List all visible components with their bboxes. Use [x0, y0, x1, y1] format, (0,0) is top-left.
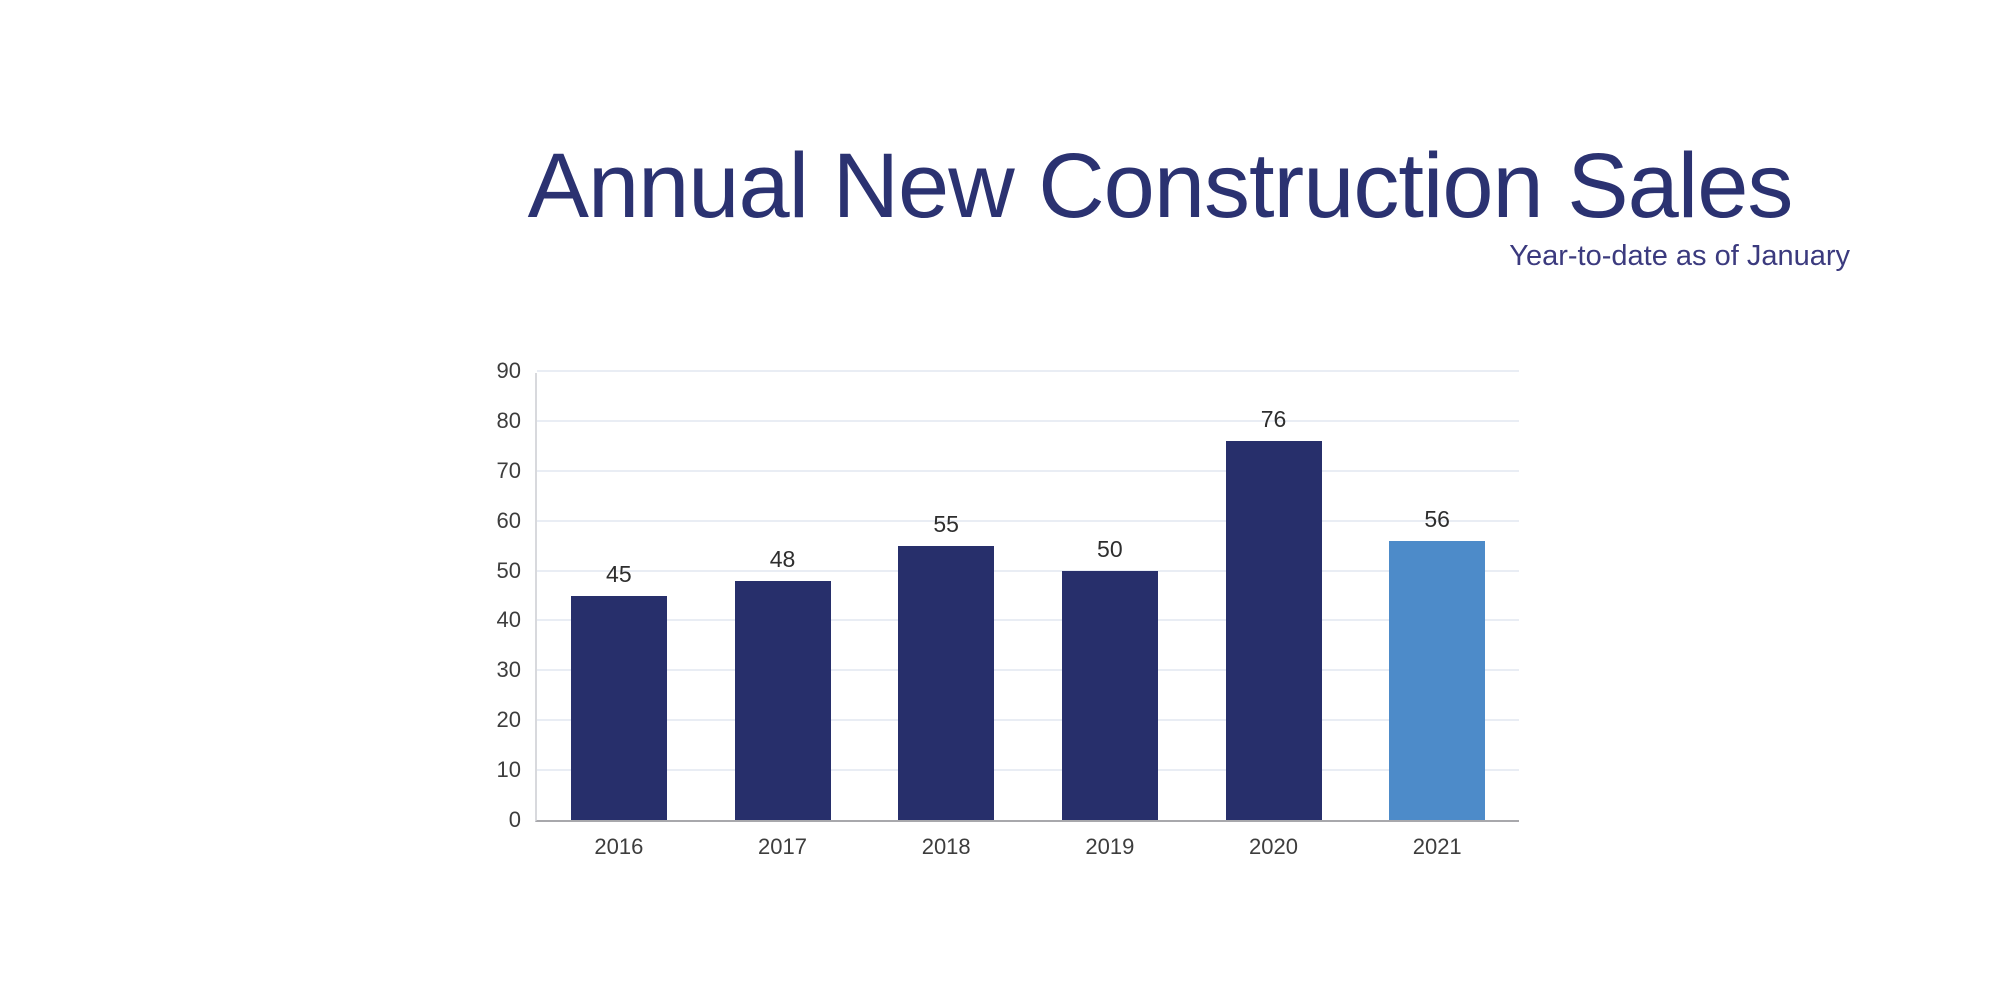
bar-value-label: 48 [769, 545, 796, 572]
bar-2016 [570, 595, 667, 820]
bar-slot-2017: 48 [701, 545, 865, 820]
gridline [537, 469, 1519, 472]
bar-chart-plot-area: 0 10 20 30 40 50 60 70 80 90 45 48 55 50 76 56 2016 201… [497, 360, 1519, 858]
x-tick-label: 2020 [1249, 834, 1298, 859]
gridline [537, 419, 1519, 422]
gridline [537, 719, 1519, 722]
x-tick-label: 2017 [758, 834, 807, 859]
gridline [537, 370, 1519, 372]
y-tick-label: 90 [496, 358, 521, 383]
y-tick-label: 60 [496, 507, 521, 533]
bar-2017 [734, 580, 831, 820]
gridline [537, 569, 1519, 572]
bar-value-label: 56 [1424, 505, 1450, 532]
y-tick-label: 30 [496, 657, 521, 683]
bar-value-label: 45 [606, 560, 632, 587]
y-tick-label: 10 [496, 757, 521, 783]
bar-slot-2021: 56 [1355, 505, 1519, 820]
x-tick-label: 2021 [1412, 834, 1462, 859]
bar-2019 [1061, 570, 1158, 820]
bar-2020 [1225, 440, 1322, 820]
bar-slot-2019: 50 [1028, 535, 1192, 820]
bar-value-label: 50 [1097, 535, 1123, 562]
bar-value-label: 55 [933, 510, 959, 537]
x-tick-label: 2016 [594, 834, 644, 859]
bar-slot-2016: 45 [537, 560, 701, 820]
chart-subtitle: Year-to-date as of January [1509, 240, 1850, 272]
chart-title: Annual New Construction Sales [527, 135, 1794, 237]
y-tick-label: 40 [496, 607, 521, 633]
gridline [537, 619, 1519, 622]
bar-value-label: 76 [1260, 405, 1287, 432]
gridline [537, 669, 1519, 672]
bar-2021 [1389, 540, 1486, 820]
x-axis-tick-labels: 2016 2017 2018 2019 2020 2021 [537, 836, 1519, 858]
bar-slot-2020: 76 [1192, 405, 1356, 820]
y-tick-label: 20 [496, 707, 521, 733]
x-tick-label: 2019 [1085, 834, 1135, 859]
bar-slot-2018: 55 [864, 510, 1028, 820]
y-tick-label: 70 [496, 457, 521, 483]
bar-series: 45 48 55 50 76 56 [537, 373, 1519, 820]
y-tick-label: 50 [496, 557, 521, 583]
bar-2018 [898, 545, 995, 820]
gridline [537, 769, 1519, 772]
x-tick-label: 2018 [921, 834, 971, 859]
y-tick-label: 80 [496, 407, 521, 433]
y-tick-label: 0 [508, 807, 521, 832]
gridline [537, 519, 1519, 522]
